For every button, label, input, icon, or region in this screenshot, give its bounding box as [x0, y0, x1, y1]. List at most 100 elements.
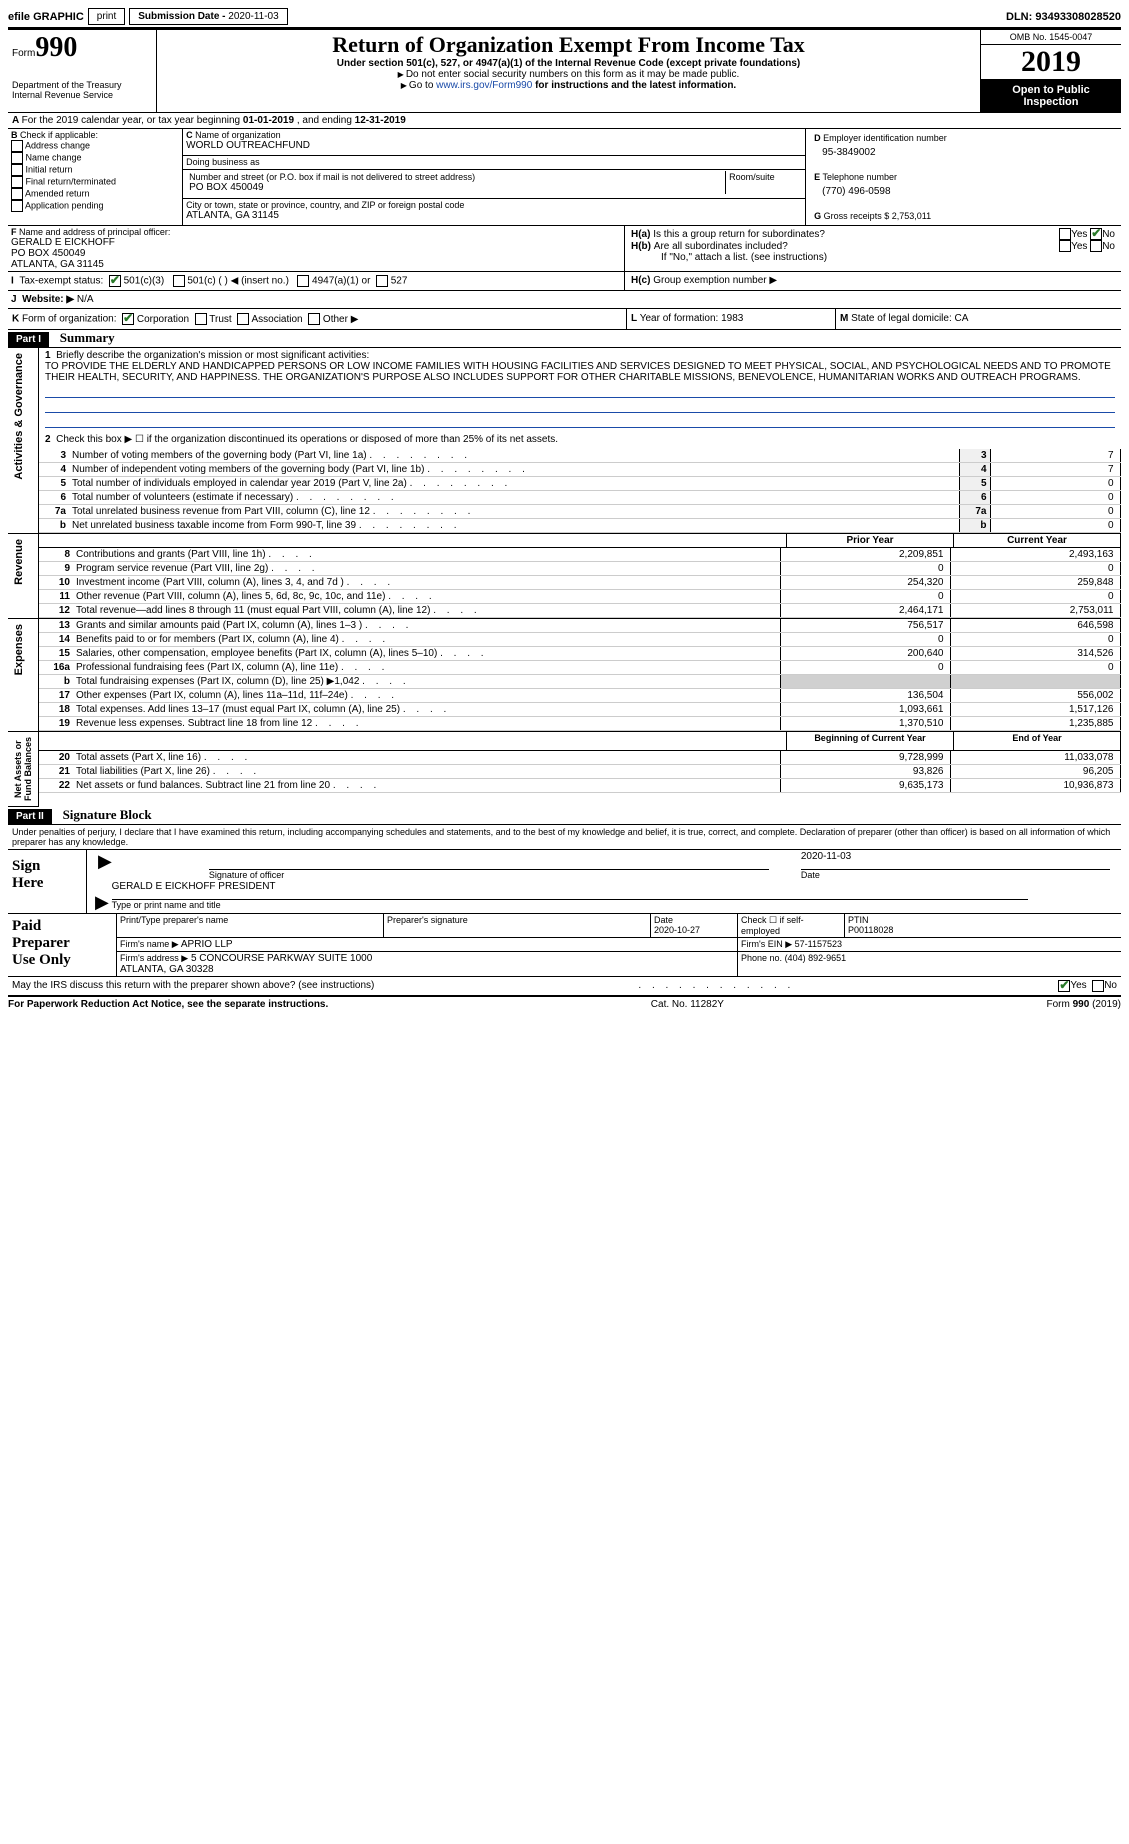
prep-h2: Date — [654, 915, 673, 925]
dots: . . . . . . . . . . . . — [374, 980, 1058, 992]
ha-yes: Yes — [1071, 229, 1087, 240]
f-h-block: F Name and address of principal officer:… — [8, 225, 1121, 271]
prior-year-hdr: Prior Year — [787, 534, 954, 548]
discuss-yes-checkbox[interactable] — [1058, 980, 1070, 992]
name-lbl: Type or print name and title — [112, 900, 1028, 910]
form-word: Form — [12, 48, 35, 59]
open-to-public: Open to Public Inspection — [981, 80, 1121, 112]
501c-checkbox[interactable] — [173, 275, 185, 287]
declaration-text: Under penalties of perjury, I declare th… — [8, 824, 1121, 849]
c-name-lbl: Name of organization — [195, 130, 281, 140]
subdate-val: 2020-11-03 — [228, 11, 278, 22]
begin-year-hdr: Beginning of Current Year — [787, 732, 954, 751]
prep-h1: Preparer's signature — [384, 914, 651, 938]
mission-text: TO PROVIDE THE ELDERLY AND HANDICAPPED P… — [45, 361, 1111, 383]
discuss-yes: Yes — [1070, 980, 1086, 992]
instr2a: Go to — [409, 80, 436, 91]
room-lbl: Room/suite — [726, 171, 803, 194]
city-lbl: City or town, state or province, country… — [186, 200, 802, 210]
part-ii-header: Part II Signature Block — [8, 807, 1121, 824]
form990-link[interactable]: www.irs.gov/Form990 — [436, 80, 532, 91]
dln-val: 93493308028520 — [1035, 11, 1121, 23]
website: N/A — [77, 294, 94, 305]
hb-yes-checkbox[interactable] — [1059, 240, 1071, 252]
a-begin: 01-01-2019 — [243, 115, 294, 126]
4947-checkbox[interactable] — [297, 275, 309, 287]
blank-line — [45, 383, 1115, 398]
signature-line[interactable] — [209, 851, 769, 870]
firm-ein: 57-1157523 — [795, 939, 842, 949]
k-opt-checkbox[interactable] — [237, 313, 249, 325]
firm-lbl: Firm's name ▶ — [120, 939, 179, 949]
id-block: B Check if applicable: Address change Na… — [8, 129, 1121, 225]
addr-lbl: Firm's address ▶ — [120, 953, 188, 963]
part-i-label: Part I — [8, 332, 49, 347]
discuss-txt: May the IRS discuss this return with the… — [12, 980, 374, 992]
ha-txt: Is this a group return for subordinates? — [653, 229, 1059, 240]
omb-number: OMB No. 1545-0047 — [981, 30, 1121, 45]
street-lbl: Number and street (or P.O. box if mail i… — [189, 172, 722, 182]
form-header: Form990 Department of the Treasury Inter… — [8, 30, 1121, 112]
a-mid: , and ending — [294, 115, 355, 126]
net-assets-label: Net Assets or Fund Balances — [11, 733, 35, 805]
sig-date-lbl: Date — [801, 870, 1110, 880]
a-txt: For the 2019 calendar year, or tax year … — [22, 115, 243, 126]
org-name: WORLD OUTREACHFUND — [186, 140, 802, 151]
k-opt-checkbox[interactable] — [195, 313, 207, 325]
sig-lbl: Signature of officer — [209, 870, 769, 880]
print-button[interactable]: print — [88, 8, 125, 25]
b-opt-checkbox[interactable] — [11, 176, 23, 188]
discuss-no-checkbox[interactable] — [1092, 980, 1104, 992]
revenue-rows: 8Contributions and grants (Part VIII, li… — [39, 548, 1121, 618]
divider — [8, 996, 1121, 997]
501c3-checkbox[interactable] — [109, 275, 121, 287]
form-subtitle: Under section 501(c), 527, or 4947(a)(1)… — [165, 58, 972, 69]
expense-rows: 13Grants and similar amounts paid (Part … — [39, 619, 1121, 731]
b-options: Address change Name change Initial retur… — [11, 140, 179, 212]
governance-rows: 3Number of voting members of the governi… — [39, 449, 1121, 533]
officer-name-title: GERALD E EICKHOFF PRESIDENT — [112, 881, 276, 892]
discuss-no: No — [1104, 980, 1117, 992]
instr-2: Go to www.irs.gov/Form990 for instructio… — [165, 80, 972, 91]
sig-date-val: 2020-11-03 — [801, 851, 851, 862]
revenue-label: Revenue — [11, 535, 27, 589]
k-opt-checkbox[interactable] — [122, 313, 134, 325]
prep-h0: Print/Type preparer's name — [117, 914, 384, 938]
domicile: CA — [955, 313, 969, 324]
ein-lbl: Firm's EIN ▶ — [741, 939, 792, 949]
b-opt-checkbox[interactable] — [11, 164, 23, 176]
end-year-hdr: End of Year — [954, 732, 1121, 751]
e-lbl: Telephone number — [823, 172, 898, 182]
ha-no: No — [1102, 229, 1115, 240]
hb-no: No — [1102, 241, 1115, 252]
part-i-table: Activities & Governance 1 Briefly descri… — [8, 347, 1121, 807]
hb-no-checkbox[interactable] — [1090, 240, 1102, 252]
i-c3: 501(c)(3) — [124, 276, 165, 287]
submission-date-button[interactable]: Submission Date - 2020-11-03 — [129, 8, 287, 25]
phone-lbl: Phone no. — [741, 953, 782, 963]
footer-left: For Paperwork Reduction Act Notice, see … — [8, 999, 328, 1010]
topbar: efile GRAPHIC print Submission Date - 20… — [8, 8, 1121, 25]
b-opt-checkbox[interactable] — [11, 200, 23, 212]
b-opt-checkbox[interactable] — [11, 188, 23, 200]
footer: For Paperwork Reduction Act Notice, see … — [8, 999, 1121, 1010]
g-lbl: Gross receipts $ — [824, 211, 890, 221]
k-opt-checkbox[interactable] — [308, 313, 320, 325]
prep-h3: Check ☐ if self-employed — [738, 914, 845, 938]
street: PO BOX 450049 — [189, 182, 722, 193]
b-opt-checkbox[interactable] — [11, 152, 23, 164]
ha-yes-checkbox[interactable] — [1059, 228, 1071, 240]
j-lbl: Website: ▶ — [22, 294, 74, 305]
instr-1: Do not enter social security numbers on … — [165, 69, 972, 80]
footer-right: Form 990 (2019) — [1047, 999, 1121, 1010]
hb-yes: Yes — [1071, 241, 1087, 252]
firm-phone: (404) 892-9651 — [785, 953, 847, 963]
hc-txt: Group exemption number ▶ — [653, 275, 777, 286]
527-checkbox[interactable] — [376, 275, 388, 287]
paid-preparer-label: Paid Preparer Use Only — [8, 914, 117, 977]
b-opt-checkbox[interactable] — [11, 140, 23, 152]
part-ii-label: Part II — [8, 809, 52, 824]
ha-no-checkbox[interactable] — [1090, 228, 1102, 240]
name-line: GERALD E EICKHOFF PRESIDENT — [112, 881, 1028, 900]
footer-cat: Cat. No. 11282Y — [651, 999, 724, 1010]
